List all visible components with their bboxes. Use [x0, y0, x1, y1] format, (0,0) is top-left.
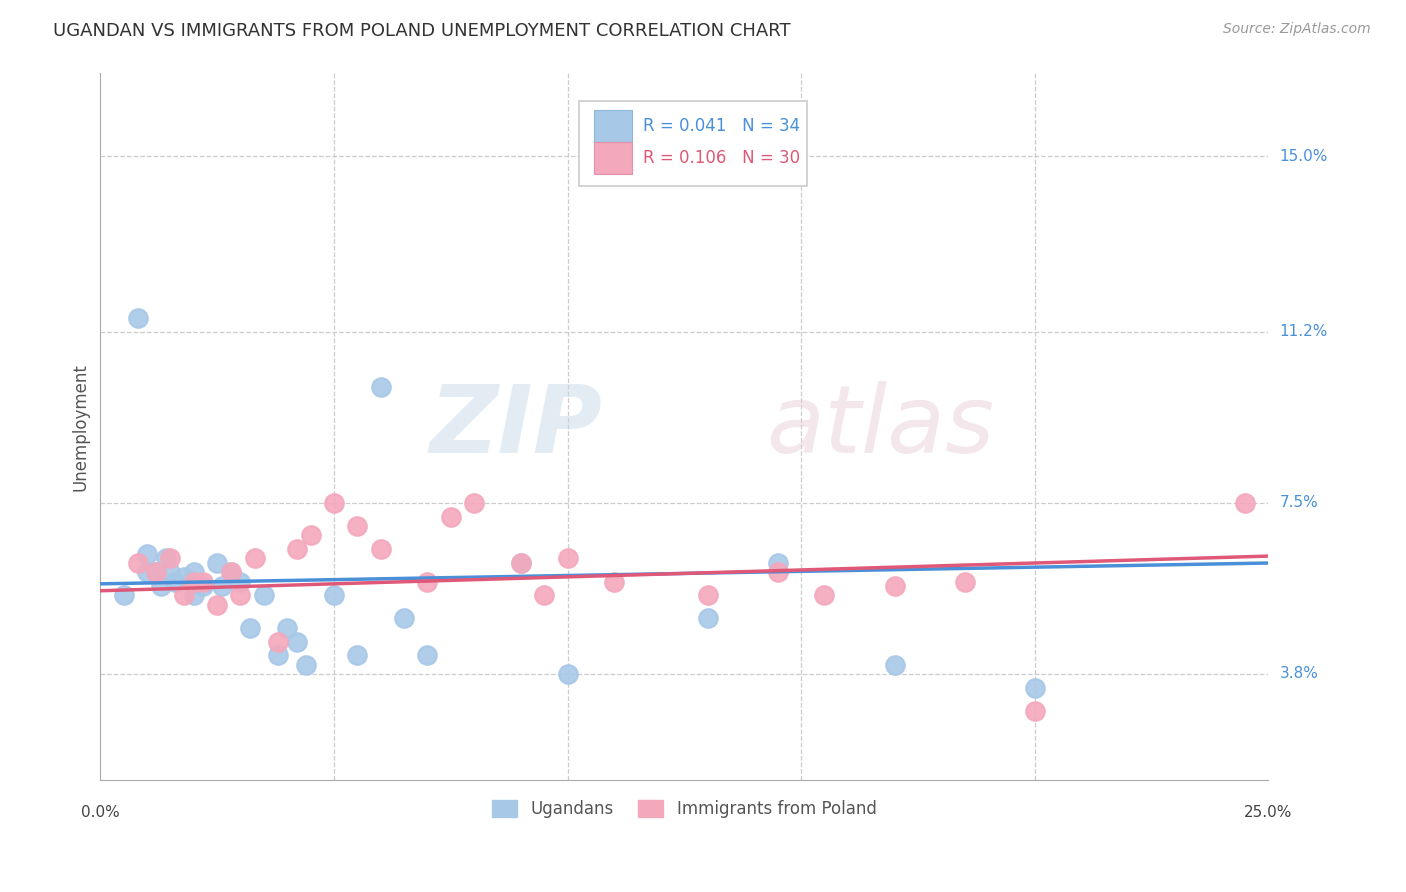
- Point: [766, 566, 789, 580]
- FancyBboxPatch shape: [579, 102, 807, 186]
- Point: [219, 566, 242, 580]
- Point: [127, 556, 149, 570]
- Point: [883, 579, 905, 593]
- Text: 3.8%: 3.8%: [1279, 666, 1319, 681]
- Point: [323, 496, 346, 510]
- Text: atlas: atlas: [766, 381, 994, 472]
- Point: [191, 579, 214, 593]
- Point: [173, 588, 195, 602]
- Point: [295, 657, 318, 672]
- Point: [953, 574, 976, 589]
- Point: [285, 634, 308, 648]
- Point: [603, 574, 626, 589]
- Text: 25.0%: 25.0%: [1244, 805, 1292, 821]
- Text: UGANDAN VS IMMIGRANTS FROM POLAND UNEMPLOYMENT CORRELATION CHART: UGANDAN VS IMMIGRANTS FROM POLAND UNEMPL…: [53, 22, 792, 40]
- Point: [1233, 496, 1256, 510]
- Point: [155, 551, 177, 566]
- Point: [299, 528, 322, 542]
- Point: [1024, 704, 1046, 718]
- Point: [239, 621, 262, 635]
- Point: [191, 574, 214, 589]
- Point: [150, 579, 173, 593]
- Point: [229, 574, 252, 589]
- Point: [276, 621, 298, 635]
- Text: 11.2%: 11.2%: [1279, 325, 1327, 339]
- Point: [533, 588, 555, 602]
- Point: [813, 588, 835, 602]
- Point: [183, 566, 205, 580]
- Text: 7.5%: 7.5%: [1279, 495, 1317, 510]
- Point: [509, 556, 531, 570]
- Point: [323, 588, 346, 602]
- Point: [145, 566, 167, 580]
- Point: [285, 542, 308, 557]
- Point: [145, 566, 167, 580]
- Point: [183, 588, 205, 602]
- Point: [267, 648, 290, 663]
- Point: [1024, 681, 1046, 695]
- Point: [211, 579, 233, 593]
- Point: [883, 657, 905, 672]
- Point: [159, 566, 181, 580]
- Point: [219, 566, 242, 580]
- Point: [346, 519, 368, 533]
- Point: [440, 509, 463, 524]
- Point: [557, 667, 579, 681]
- Point: [392, 611, 415, 625]
- Point: [370, 380, 392, 394]
- Point: [267, 634, 290, 648]
- Point: [253, 588, 276, 602]
- Point: [370, 542, 392, 557]
- Point: [112, 588, 135, 602]
- Point: [696, 611, 718, 625]
- Point: [463, 496, 485, 510]
- Y-axis label: Unemployment: Unemployment: [72, 363, 89, 491]
- Point: [173, 570, 195, 584]
- FancyBboxPatch shape: [595, 110, 631, 143]
- Text: 0.0%: 0.0%: [82, 805, 120, 821]
- Point: [416, 648, 439, 663]
- FancyBboxPatch shape: [595, 142, 631, 174]
- Legend: Ugandans, Immigrants from Poland: Ugandans, Immigrants from Poland: [485, 794, 883, 825]
- Point: [205, 556, 228, 570]
- Point: [346, 648, 368, 663]
- Point: [766, 556, 789, 570]
- Text: R = 0.106   N = 30: R = 0.106 N = 30: [644, 149, 800, 167]
- Text: R = 0.041   N = 34: R = 0.041 N = 34: [644, 117, 800, 135]
- Point: [509, 556, 531, 570]
- Point: [159, 551, 181, 566]
- Point: [205, 598, 228, 612]
- Point: [416, 574, 439, 589]
- Point: [136, 566, 159, 580]
- Point: [243, 551, 266, 566]
- Text: Source: ZipAtlas.com: Source: ZipAtlas.com: [1223, 22, 1371, 37]
- Point: [127, 311, 149, 326]
- Text: ZIP: ZIP: [430, 381, 603, 473]
- Text: 15.0%: 15.0%: [1279, 149, 1327, 164]
- Point: [557, 551, 579, 566]
- Point: [165, 574, 187, 589]
- Point: [183, 574, 205, 589]
- Point: [229, 588, 252, 602]
- Point: [696, 588, 718, 602]
- Point: [136, 547, 159, 561]
